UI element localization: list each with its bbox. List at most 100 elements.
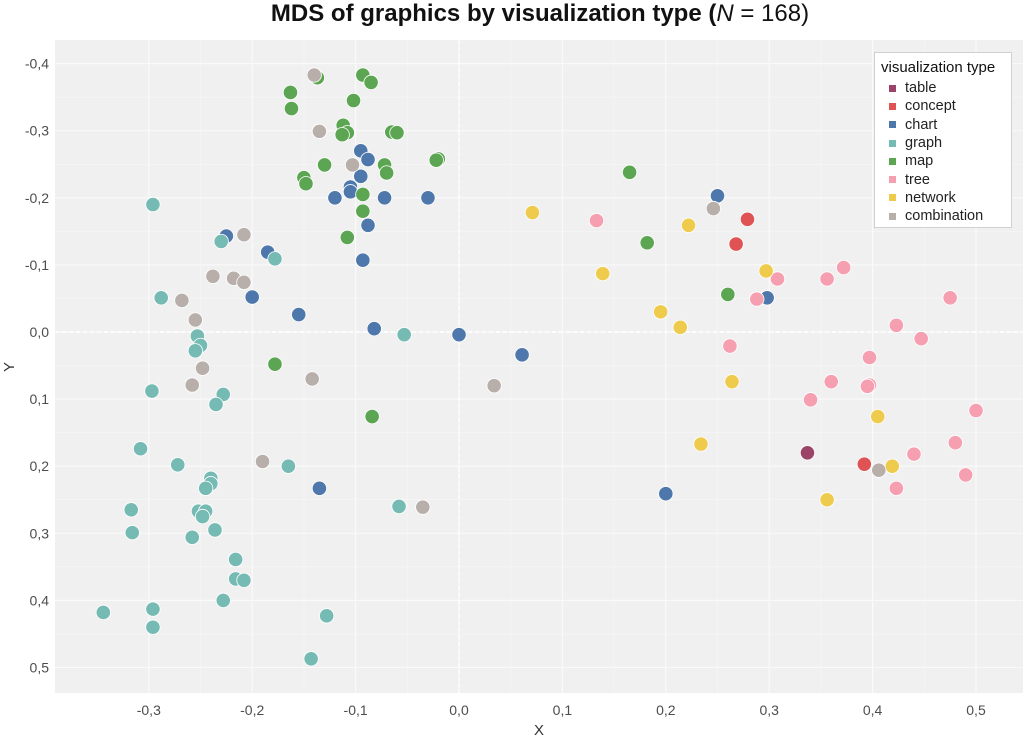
point-graph <box>170 457 186 473</box>
point-graph <box>144 383 160 399</box>
legend-item-combination: combination <box>881 207 1011 225</box>
legend-label: table <box>905 80 937 97</box>
point-network <box>680 217 697 233</box>
point-graph <box>145 601 161 617</box>
point-network <box>819 492 835 508</box>
legend-swatch <box>889 176 896 184</box>
point-network <box>672 319 688 335</box>
point-combination <box>311 123 328 139</box>
point-graph <box>228 551 244 568</box>
point-combination <box>871 462 887 478</box>
point-graph <box>303 651 319 667</box>
point-tree <box>769 271 786 287</box>
legend-title: visualization type <box>881 59 996 76</box>
plot-panel <box>55 40 1023 693</box>
point-tree <box>968 402 984 419</box>
point-tree <box>802 392 819 408</box>
point-combination <box>194 360 211 376</box>
point-graph <box>187 343 203 359</box>
legend-item-table: table <box>881 79 1011 97</box>
point-map <box>379 165 395 181</box>
point-graph <box>207 522 223 538</box>
point-network <box>724 374 740 390</box>
point-map <box>363 74 379 90</box>
point-graph <box>184 529 200 545</box>
x-tick-label: 0,3 <box>759 702 779 718</box>
legend-swatch <box>889 84 896 92</box>
x-tick-label: -0,3 <box>137 702 161 718</box>
point-chart <box>327 190 343 206</box>
legend: visualization type table concept chart grap… <box>874 52 1012 228</box>
point-map <box>298 176 314 192</box>
point-combination <box>187 312 203 328</box>
legend-swatch <box>889 139 896 147</box>
point-network <box>653 304 669 320</box>
y-tick-labels: -0,4 -0,3 -0,2 -0,1 0,0 0,1 0,2 0,3 0,4 0,5 <box>25 56 49 676</box>
point-concept <box>739 211 756 227</box>
point-tree <box>823 374 839 390</box>
point-graph <box>198 480 214 496</box>
y-tick-label: 0,5 <box>30 660 50 676</box>
y-axis-title: Y <box>1 362 18 372</box>
point-network <box>524 204 541 221</box>
x-tick-label: 0,1 <box>553 702 573 718</box>
point-tree <box>588 213 605 229</box>
legend-swatch <box>889 194 896 202</box>
x-tick-label: 0,4 <box>863 702 883 718</box>
y-tick-label: 0,0 <box>30 324 50 340</box>
point-map <box>639 235 655 251</box>
point-map <box>283 100 300 117</box>
point-combination <box>205 268 221 284</box>
legend-label: map <box>905 153 934 170</box>
point-chart <box>709 188 726 204</box>
point-graph <box>153 290 169 306</box>
point-chart <box>366 321 382 337</box>
point-map <box>345 92 362 109</box>
legend-item-tree: tree <box>881 170 1011 188</box>
point-concept <box>856 456 872 472</box>
point-combination <box>184 377 200 393</box>
point-map <box>389 125 405 141</box>
data-points <box>95 67 984 667</box>
point-map <box>720 286 736 303</box>
point-concept <box>728 236 744 252</box>
y-tick-label: -0,1 <box>25 257 49 273</box>
point-map <box>355 186 371 203</box>
point-chart <box>376 190 393 206</box>
point-map <box>428 152 444 168</box>
point-combination <box>304 371 320 387</box>
point-graph <box>396 327 412 343</box>
legend-label: combination <box>905 208 984 225</box>
point-network <box>693 436 709 452</box>
point-tree <box>859 378 876 394</box>
point-graph <box>95 604 111 621</box>
y-tick-label: 0,2 <box>30 458 50 474</box>
point-tree <box>906 446 922 462</box>
x-tick-label: -0,1 <box>344 702 368 718</box>
point-map <box>334 127 350 143</box>
point-combination <box>254 453 271 470</box>
y-tick-label: 0,1 <box>30 391 50 407</box>
point-tree <box>942 290 958 306</box>
x-tick-label: 0,0 <box>449 702 469 718</box>
point-graph <box>145 619 161 635</box>
point-graph <box>236 572 252 588</box>
point-combination <box>344 157 361 173</box>
point-chart <box>355 252 371 268</box>
legend-swatch <box>889 212 896 220</box>
point-graph <box>194 508 211 525</box>
point-map <box>364 408 380 425</box>
point-combination <box>306 67 322 83</box>
point-graph <box>145 196 161 213</box>
point-map <box>339 229 355 245</box>
legend-item-concept: concept <box>881 97 1011 115</box>
point-network <box>884 458 900 474</box>
y-tick-label: -0,2 <box>25 190 49 206</box>
point-chart <box>514 347 530 363</box>
point-map <box>282 84 299 101</box>
point-combination <box>415 499 431 515</box>
point-graph <box>132 441 149 457</box>
point-combination <box>236 274 252 290</box>
point-network <box>595 266 611 282</box>
point-chart <box>360 151 376 168</box>
